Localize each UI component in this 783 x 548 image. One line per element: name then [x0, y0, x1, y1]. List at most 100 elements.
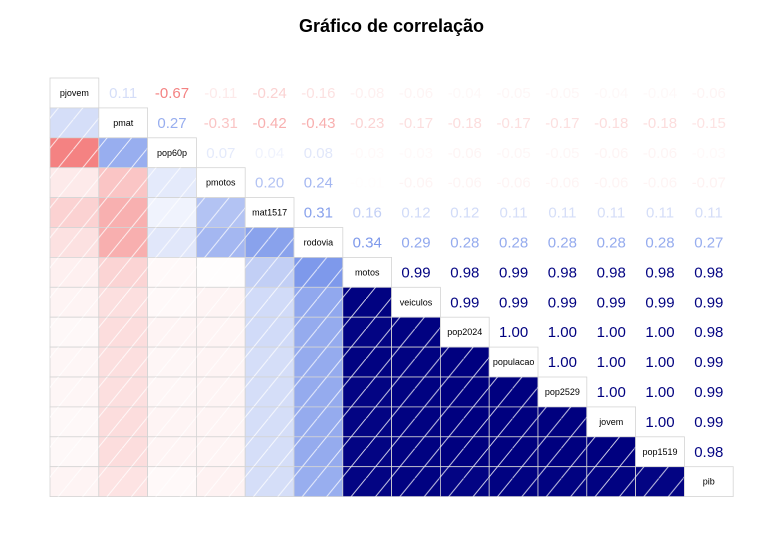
- corr-value-motos-pop2024: 0.98: [450, 264, 479, 281]
- corr-value-pmat-veiculos: -0.17: [399, 115, 433, 132]
- corr-cell-hatch: [147, 167, 197, 198]
- corr-cell-hatch: [98, 287, 148, 318]
- corr-cell-hatch: [586, 466, 636, 497]
- corr-cell-hatch: [50, 107, 99, 138]
- corr-cell-hatch: [391, 317, 441, 348]
- corr-cell-hatch: [391, 406, 441, 437]
- corr-cell-hatch: [196, 227, 246, 258]
- corr-value-pop60p-mat1517: 0.04: [255, 145, 284, 162]
- corr-cell-hatch: [147, 466, 197, 497]
- diag-label-populacao: populacao: [493, 357, 535, 367]
- corr-value-jovem-pop1519: 1.00: [645, 414, 674, 431]
- corr-value-mat1517-veiculos: 0.12: [401, 205, 430, 222]
- corr-cell-hatch: [50, 466, 99, 497]
- corr-value-pop60p-jovem: -0.06: [594, 145, 628, 162]
- corr-value-pmotos-mat1517: 0.20: [255, 175, 284, 192]
- corr-cell-hatch: [342, 317, 392, 348]
- corr-value-rodovia-pib: 0.27: [694, 234, 723, 251]
- corr-value-pmotos-veiculos: -0.06: [399, 175, 433, 192]
- diag-cell: [488, 346, 539, 378]
- corr-value-pop2529-pop1519: 1.00: [645, 384, 674, 401]
- corr-value-pop60p-pop2024: -0.06: [448, 145, 482, 162]
- corr-value-pmotos-pop2529: -0.06: [545, 175, 579, 192]
- corr-cell-hatch: [147, 436, 197, 467]
- corr-value-pop60p-pop2529: -0.05: [545, 145, 579, 162]
- diag-cell: [49, 77, 100, 109]
- corr-value-motos-jovem: 0.98: [597, 264, 626, 281]
- corr-value-motos-pop2529: 0.98: [548, 264, 577, 281]
- corr-cell-hatch: [342, 466, 392, 497]
- corr-cell-hatch: [342, 347, 392, 377]
- corr-cell-hatch: [147, 227, 197, 258]
- corr-cell-hatch: [147, 197, 197, 228]
- corr-cell-hatch: [98, 257, 148, 288]
- corr-cell-hatch: [294, 377, 343, 407]
- corr-cell-hatch: [147, 257, 197, 288]
- corr-cell-hatch: [147, 377, 197, 407]
- corr-value-pop1519-pib: 0.98: [694, 444, 723, 461]
- corr-value-rodovia-veiculos: 0.29: [401, 234, 430, 251]
- corr-value-veiculos-pop2024: 0.99: [450, 294, 479, 311]
- corr-cell-hatch: [342, 377, 392, 407]
- corr-value-pop60p-populacao: -0.05: [496, 145, 530, 162]
- corr-value-mat1517-rodovia: 0.31: [304, 205, 333, 222]
- corr-cell-hatch: [635, 466, 685, 497]
- corr-value-rodovia-pop2024: 0.28: [450, 234, 479, 251]
- corr-value-pmat-pop60p: 0.27: [157, 115, 186, 132]
- corr-cell-hatch: [440, 406, 490, 437]
- corr-cell-hatch: [538, 406, 587, 437]
- corr-value-jovem-pib: 0.99: [694, 414, 723, 431]
- corr-value-pmat-populacao: -0.17: [496, 115, 530, 132]
- corr-value-pmotos-pib: -0.07: [692, 175, 726, 192]
- corr-value-pmat-mat1517: -0.42: [252, 115, 286, 132]
- corr-value-pop60p-pib: -0.03: [692, 145, 726, 162]
- corr-value-populacao-jovem: 1.00: [597, 354, 626, 371]
- corr-cell-hatch: [294, 406, 343, 437]
- corr-cell-hatch: [294, 317, 343, 348]
- corr-cell-hatch: [586, 436, 636, 467]
- corr-value-pjovem-pop2024: -0.04: [448, 85, 482, 102]
- corr-cell-hatch: [391, 466, 441, 497]
- corr-value-pjovem-mat1517: -0.24: [252, 85, 286, 102]
- corr-value-pmat-jovem: -0.18: [594, 115, 628, 132]
- corr-cell-hatch: [538, 436, 587, 467]
- corr-cell-hatch: [98, 227, 148, 258]
- corr-value-pmotos-jovem: -0.06: [594, 175, 628, 192]
- corr-cell-hatch: [50, 347, 99, 377]
- corr-cell-hatch: [294, 257, 343, 288]
- corr-cell-hatch: [294, 347, 343, 377]
- diag-cell: [439, 316, 490, 348]
- diag-label-motos: motos: [355, 267, 380, 277]
- corr-value-motos-veiculos: 0.99: [401, 264, 430, 281]
- diag-label-pop2024: pop2024: [447, 327, 482, 337]
- corr-cell-hatch: [147, 406, 197, 437]
- corr-value-mat1517-motos: 0.16: [353, 205, 382, 222]
- corr-value-pjovem-pmat: 0.11: [109, 85, 137, 102]
- corr-cell-hatch: [245, 436, 294, 467]
- corr-value-pjovem-populacao: -0.05: [496, 85, 530, 102]
- corr-cell-hatch: [440, 436, 490, 467]
- corr-cell-hatch: [196, 436, 246, 467]
- corr-cell-hatch: [196, 197, 246, 228]
- corr-cell-hatch: [489, 436, 538, 467]
- corr-value-pjovem-motos: -0.08: [350, 85, 384, 102]
- corr-value-motos-pib: 0.98: [694, 264, 723, 281]
- corr-value-pop60p-pop1519: -0.06: [643, 145, 677, 162]
- corr-cell-hatch: [50, 137, 99, 168]
- corr-value-pop60p-pmotos: 0.07: [206, 145, 235, 162]
- corr-value-pmotos-populacao: -0.06: [496, 175, 530, 192]
- corr-value-pop2024-pop1519: 1.00: [645, 324, 674, 341]
- corr-value-pmat-motos: -0.23: [350, 115, 384, 132]
- corr-cell-hatch: [196, 257, 246, 288]
- corr-value-mat1517-jovem: 0.11: [597, 205, 625, 222]
- corr-cell-hatch: [196, 317, 246, 348]
- corr-value-veiculos-jovem: 0.99: [597, 294, 626, 311]
- corr-value-pop2024-pib: 0.98: [694, 324, 723, 341]
- corr-cell-hatch: [50, 197, 99, 228]
- corr-cell-hatch: [245, 406, 294, 437]
- diag-label-rodovia: rodovia: [304, 237, 334, 247]
- corr-cell-hatch: [196, 347, 246, 377]
- diag-cell: [244, 197, 295, 228]
- corr-value-rodovia-pop1519: 0.28: [645, 234, 674, 251]
